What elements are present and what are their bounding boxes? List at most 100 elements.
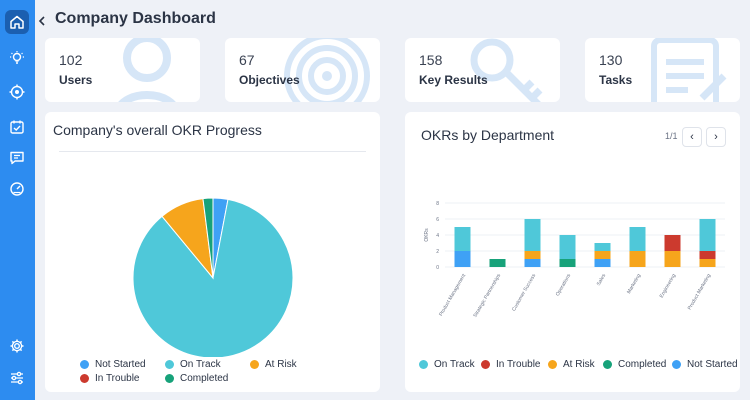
stat-value: 130 bbox=[599, 52, 623, 68]
pager-indicator: 1/1 bbox=[665, 131, 678, 141]
legend-item[interactable]: At Risk bbox=[250, 359, 297, 370]
y-tick-label: 6 bbox=[436, 217, 439, 223]
nav-settings[interactable] bbox=[5, 334, 29, 358]
stat-card-key-results[interactable]: 158 Key Results bbox=[405, 38, 560, 102]
legend-item[interactable]: Not Started bbox=[672, 359, 738, 370]
bar-segment[interactable] bbox=[629, 251, 646, 267]
legend-label: Completed bbox=[618, 359, 667, 370]
gear-icon bbox=[10, 339, 24, 353]
legend-label: Not Started bbox=[687, 359, 738, 370]
legend-dot bbox=[80, 360, 89, 369]
bar-segment[interactable] bbox=[629, 227, 646, 251]
x-tick-label: Customer Success bbox=[511, 273, 537, 313]
legend-item[interactable]: In Trouble bbox=[481, 359, 540, 370]
chevron-right-icon: › bbox=[714, 131, 718, 143]
nav-objectives[interactable] bbox=[5, 80, 29, 104]
legend-label: Not Started bbox=[95, 359, 146, 370]
y-tick-label: 0 bbox=[436, 265, 439, 271]
okrs-by-department-bar-chart: 0 2 4 6 8 OKRs Product Management Strategic Par… bbox=[424, 201, 725, 319]
y-tick-label: 8 bbox=[436, 201, 439, 207]
key-icon bbox=[470, 38, 543, 102]
stat-value: 158 bbox=[419, 52, 443, 68]
bar-segment[interactable] bbox=[664, 235, 681, 251]
pie-slice-completed[interactable] bbox=[202, 197, 214, 279]
bar-segment[interactable] bbox=[559, 259, 576, 267]
nav-tasks[interactable] bbox=[5, 115, 29, 139]
bar-segment[interactable] bbox=[699, 259, 716, 267]
legend-label: On Track bbox=[434, 359, 475, 370]
x-tick-label: Engineering bbox=[659, 273, 678, 299]
legend-dot bbox=[165, 374, 174, 383]
okrs-by-department-title: OKRs by Department bbox=[421, 127, 555, 143]
bar-segment[interactable] bbox=[699, 219, 716, 251]
stat-label: Tasks bbox=[599, 73, 633, 87]
legend-label: At Risk bbox=[265, 359, 297, 370]
stat-value: 67 bbox=[239, 52, 255, 68]
calendar-check-icon bbox=[10, 120, 24, 134]
legend-label: On Track bbox=[180, 359, 221, 370]
legend-item[interactable]: Completed bbox=[165, 373, 228, 384]
legend-item[interactable]: Not Started bbox=[80, 359, 146, 370]
bar-segment[interactable] bbox=[524, 259, 541, 267]
okr-progress-pie-chart bbox=[132, 197, 294, 357]
stat-card-tasks[interactable]: 130 Tasks bbox=[585, 38, 740, 102]
stat-card-objectives[interactable]: 67 Objectives bbox=[225, 38, 380, 102]
legend-dot bbox=[481, 360, 490, 369]
page-title: Company Dashboard bbox=[55, 10, 216, 27]
x-tick-label: Sales bbox=[596, 273, 608, 287]
y-tick-label: 2 bbox=[436, 249, 439, 255]
y-tick-label: 4 bbox=[436, 233, 439, 239]
legend-label: In Trouble bbox=[496, 359, 541, 370]
legend-item[interactable]: On Track bbox=[419, 359, 475, 370]
legend-item[interactable]: At Risk bbox=[548, 359, 595, 370]
legend-item[interactable]: In Trouble bbox=[80, 373, 139, 384]
nav-dashboard[interactable] bbox=[5, 177, 29, 201]
legend-dot bbox=[250, 360, 259, 369]
stat-value: 102 bbox=[59, 52, 83, 68]
x-tick-label: Strategic Partnerships bbox=[472, 273, 502, 319]
y-axis-label: OKRs bbox=[424, 228, 430, 242]
nav-feedback[interactable] bbox=[5, 146, 29, 170]
legend-dot bbox=[603, 360, 612, 369]
target-icon bbox=[9, 84, 25, 100]
task-list-icon bbox=[651, 38, 727, 102]
chevron-left-icon: ‹ bbox=[690, 131, 694, 143]
x-tick-label: Marketing bbox=[626, 273, 642, 295]
collapse-sidebar-button[interactable] bbox=[35, 13, 49, 29]
bar-segment[interactable] bbox=[454, 251, 471, 267]
x-tick-label: Product Management bbox=[438, 272, 467, 317]
stat-card-users[interactable]: 102 Users bbox=[45, 38, 200, 102]
bar-segment[interactable] bbox=[524, 219, 541, 251]
bar-segment[interactable] bbox=[524, 251, 541, 259]
legend-dot bbox=[165, 360, 174, 369]
legend-dot bbox=[672, 360, 681, 369]
next-page-button[interactable]: › bbox=[706, 127, 726, 147]
lightbulb-icon bbox=[10, 51, 24, 64]
bar-segment[interactable] bbox=[559, 235, 576, 259]
sidebar bbox=[0, 0, 35, 400]
legend-item[interactable]: Completed bbox=[603, 359, 666, 370]
chat-icon bbox=[10, 151, 24, 165]
user-icon bbox=[118, 38, 176, 102]
bar-segment[interactable] bbox=[594, 243, 611, 251]
bar-segment[interactable] bbox=[664, 251, 681, 267]
nav-ideas[interactable] bbox=[5, 46, 29, 70]
target-icon bbox=[284, 38, 370, 102]
nav-filters[interactable] bbox=[5, 366, 29, 390]
legend-dot bbox=[548, 360, 557, 369]
prev-page-button[interactable]: ‹ bbox=[682, 127, 702, 147]
bar-segment[interactable] bbox=[594, 259, 611, 267]
x-tick-label: Operations bbox=[555, 273, 573, 298]
bar-segment[interactable] bbox=[699, 251, 716, 259]
legend-label: In Trouble bbox=[95, 373, 140, 384]
bar-segment[interactable] bbox=[454, 227, 471, 251]
sliders-icon bbox=[11, 371, 23, 385]
legend-item[interactable]: On Track bbox=[165, 359, 221, 370]
stat-label: Users bbox=[59, 73, 93, 87]
stat-label: Objectives bbox=[239, 73, 300, 87]
okr-progress-title: Company's overall OKR Progress bbox=[53, 122, 262, 138]
legend-label: Completed bbox=[180, 373, 229, 384]
bar-segment[interactable] bbox=[489, 259, 506, 267]
bar-segment[interactable] bbox=[594, 251, 611, 259]
nav-home[interactable] bbox=[5, 10, 29, 34]
